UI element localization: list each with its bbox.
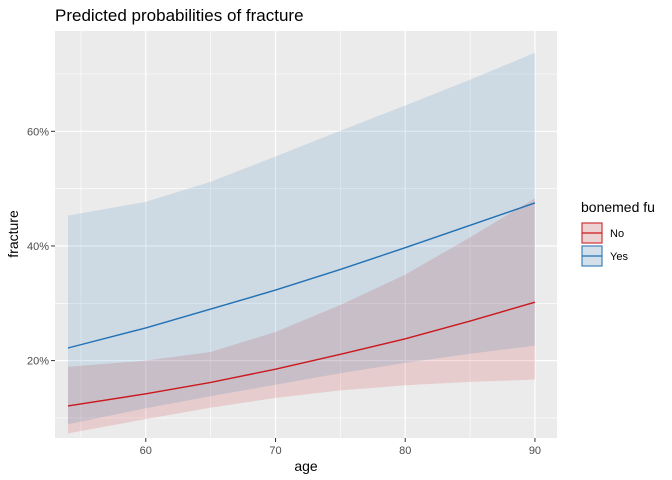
plot-panel <box>55 31 557 438</box>
y-tick-label: 60% <box>27 126 49 138</box>
legend: bonemed fu No Yes <box>581 199 655 267</box>
x-tick-label: 70 <box>269 445 281 457</box>
y-axis: 20% 40% 60% <box>27 126 55 368</box>
x-tick-label: 60 <box>140 445 152 457</box>
grid-minor <box>55 31 557 438</box>
y-tick-label: 20% <box>27 356 49 368</box>
legend-item-no: No <box>581 222 624 244</box>
grid-major <box>55 31 557 438</box>
legend-title: bonemed fu <box>581 199 655 215</box>
y-tick-label: 40% <box>27 241 49 253</box>
legend-label: No <box>610 228 624 240</box>
legend-item-yes: Yes <box>581 245 628 267</box>
ribbon-yes <box>67 52 535 425</box>
ribbons <box>67 52 535 434</box>
line-no <box>67 301 536 407</box>
legend-label: Yes <box>610 251 628 263</box>
x-tick-label: 90 <box>529 445 541 457</box>
ribbon-no <box>67 198 535 434</box>
x-axis: 60 70 80 90 <box>140 438 541 457</box>
x-axis-title: age <box>294 458 318 474</box>
line-yes <box>67 202 536 349</box>
chart-title: Predicted probabilities of fracture <box>55 6 304 25</box>
x-tick-label: 80 <box>399 445 411 457</box>
y-axis-title: fracture <box>5 210 21 258</box>
series-lines <box>67 202 536 407</box>
